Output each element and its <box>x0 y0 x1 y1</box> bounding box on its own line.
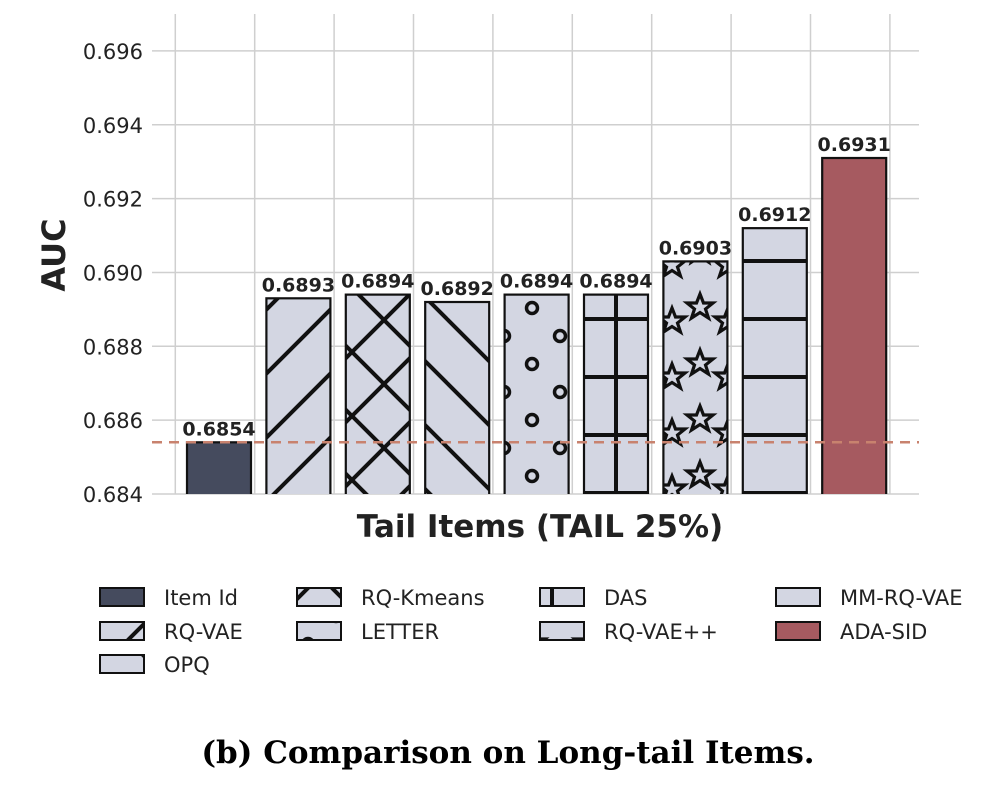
figure-caption: (b) Comparison on Long-tail Items. <box>201 735 814 771</box>
legend-swatch-hatch <box>297 622 341 640</box>
legend-label: LETTER <box>361 620 439 644</box>
bar-ada-sid <box>822 158 887 494</box>
legend-item-rq-vae: RQ-VAE <box>99 620 243 644</box>
legend-item-item-id: Item Id <box>99 586 238 610</box>
bar-hatch <box>504 294 569 494</box>
bar-value-label: 0.6854 <box>182 418 255 440</box>
legend-label: Item Id <box>164 586 238 610</box>
bar-value-label: 0.6912 <box>738 204 811 226</box>
y-tick-label: 0.690 <box>83 261 143 285</box>
legend-item-rq-vae-: RQ-VAE++ <box>539 620 718 644</box>
grid <box>152 14 919 495</box>
legend-swatch <box>100 588 144 606</box>
legend-label: RQ-VAE <box>164 620 243 644</box>
legend-swatch-hatch <box>540 588 584 606</box>
legend-item-mm-rq-vae: MM-RQ-VAE <box>775 586 963 610</box>
legend-item-letter: LETTER <box>296 620 439 644</box>
bar-outline <box>185 441 253 494</box>
legend-swatch-outline <box>296 587 342 607</box>
bar-value-label: 0.6931 <box>818 134 891 156</box>
bar-value-label: 0.6892 <box>421 278 494 300</box>
legend: Item Id RQ-VAE OPQ RQ-Kmeans LETTER DAS RQ-VAE… <box>99 586 963 677</box>
bar-value-label: 0.6894 <box>500 271 573 293</box>
legend-label: DAS <box>604 586 648 610</box>
bar-item-id <box>187 442 251 494</box>
bar-value-label: 0.6903 <box>659 237 732 259</box>
legend-swatch-outline <box>99 587 145 607</box>
bar-hatch <box>345 294 410 494</box>
bar-outline <box>741 227 808 494</box>
legend-item-rq-kmeans: RQ-Kmeans <box>296 586 485 610</box>
bar-outline <box>344 293 411 494</box>
bar-value-label: 0.6894 <box>579 271 652 293</box>
bar-hatch <box>425 302 490 494</box>
bar-value-label: 0.6893 <box>262 274 335 296</box>
y-axis: 0.684 0.686 0.688 0.690 0.692 0.694 0.696 <box>83 40 143 507</box>
bar-outline <box>265 297 332 494</box>
y-tick-label: 0.694 <box>83 114 143 138</box>
legend-swatch-outline <box>775 587 821 607</box>
bar-outline <box>424 300 491 494</box>
y-tick-label: 0.692 <box>83 188 143 212</box>
legend-item-das: DAS <box>539 586 648 610</box>
legend-swatch-outline <box>99 654 145 674</box>
bar-hatch <box>266 298 331 494</box>
bars <box>185 156 888 494</box>
legend-swatch-outline <box>775 621 821 641</box>
legend-swatch-hatch <box>540 622 584 640</box>
legend-swatch-outline <box>296 621 342 641</box>
legend-label: ADA-SID <box>840 620 927 644</box>
legend-label: RQ-VAE++ <box>604 620 718 644</box>
x-axis-title: Tail Items (TAIL 25%) <box>357 509 723 545</box>
legend-swatch-outline <box>99 621 145 641</box>
legend-label: OPQ <box>164 653 210 677</box>
bar-outline <box>662 260 729 494</box>
legend-swatch-hatch <box>100 622 144 640</box>
bar-value-label: 0.6894 <box>341 271 414 293</box>
legend-item-ada-sid: ADA-SID <box>775 620 927 644</box>
legend-swatch-hatch <box>776 588 820 606</box>
bar-outline <box>582 293 650 494</box>
bar-hatch <box>742 228 807 494</box>
y-tick-label: 0.688 <box>83 335 143 359</box>
bar-outline <box>503 293 570 494</box>
legend-label: RQ-Kmeans <box>361 586 485 610</box>
legend-label: MM-RQ-VAE <box>840 586 963 610</box>
y-tick-label: 0.696 <box>83 40 143 64</box>
legend-swatch-hatch <box>297 588 341 606</box>
bar-hatch <box>663 261 728 494</box>
legend-item-opq: OPQ <box>99 653 210 677</box>
bar-outline <box>821 156 888 494</box>
y-tick-label: 0.686 <box>83 409 143 433</box>
bar-hatch <box>584 294 648 494</box>
legend-swatch-outline <box>539 587 585 607</box>
bar-labels: 0.6854 0.6893 0.6894 0.6892 0.6894 0.6894 0.69… <box>182 134 891 440</box>
legend-swatch-outline <box>539 621 585 641</box>
y-tick-label: 0.684 <box>83 483 143 507</box>
legend-swatch-hatch <box>100 655 144 673</box>
legend-swatch <box>776 622 820 640</box>
y-axis-title: AUC <box>35 218 73 291</box>
